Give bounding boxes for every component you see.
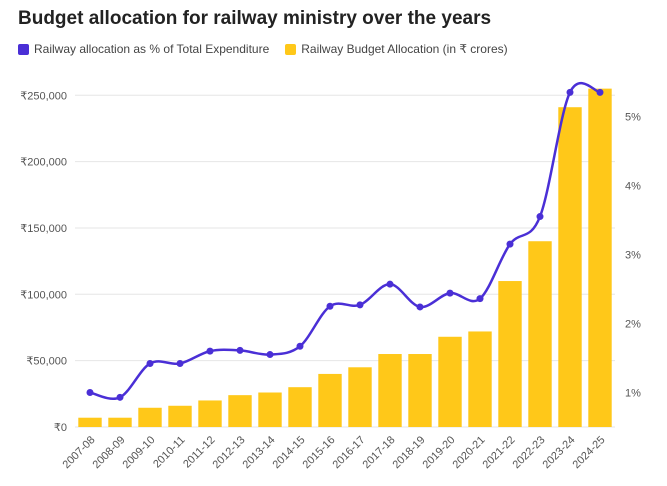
y-left-tick-label: ₹0: [54, 422, 67, 434]
line-point: [596, 88, 604, 96]
line-point: [506, 240, 514, 248]
bar: [408, 354, 432, 427]
y-left-tick-label: ₹50,000: [26, 356, 67, 368]
line-point: [476, 295, 484, 303]
line-point: [326, 302, 334, 310]
line-point: [176, 360, 184, 368]
line-point: [356, 301, 364, 309]
x-tick-label: 2020-21: [451, 434, 488, 471]
x-tick-label: 2024-25: [571, 434, 608, 471]
legend-label-bar: Railway Budget Allocation (in ₹ crores): [301, 42, 508, 56]
line-point: [386, 280, 394, 288]
line-point: [86, 389, 94, 396]
x-tick-label: 2017-18: [361, 434, 398, 471]
line-point: [536, 213, 544, 221]
legend-item-line: Railway allocation as % of Total Expendi…: [18, 42, 269, 56]
bar: [438, 336, 462, 427]
bar: [228, 395, 252, 427]
bar: [318, 373, 342, 427]
y-right-tick-label: 2%: [625, 319, 641, 331]
legend-swatch-line: [18, 43, 29, 55]
x-tick-label: 2012-13: [211, 434, 248, 471]
series-line: [89, 82, 601, 400]
bar: [528, 241, 552, 427]
legend-label-line: Railway allocation as % of Total Expendi…: [34, 42, 270, 56]
line-point: [416, 303, 424, 311]
x-tick-label: 2008-09: [91, 434, 128, 471]
line-point: [236, 346, 244, 354]
line-point: [206, 347, 214, 355]
x-tick-label: 2018-19: [391, 434, 428, 471]
legend-swatch-bar: [285, 43, 297, 55]
bar: [198, 400, 222, 427]
y-right-tick-label: 1%: [625, 388, 641, 400]
line-point: [146, 360, 154, 368]
y-left-tick-label: ₹100,000: [20, 289, 67, 301]
bar: [558, 107, 582, 427]
bar: [468, 331, 492, 427]
x-tick-label: 2021-22: [481, 434, 518, 471]
bar: [168, 405, 192, 427]
x-tick-label: 2023-24: [541, 434, 578, 471]
x-tick-label: 2016-17: [331, 434, 368, 471]
bar: [498, 281, 522, 427]
line-point: [446, 289, 454, 297]
bar: [78, 417, 102, 427]
y-right-tick-label: 5%: [625, 112, 641, 124]
bar: [588, 88, 612, 427]
chart-title: Budget allocation for railway ministry o…: [18, 8, 492, 29]
x-tick-label: 2015-16: [301, 434, 338, 471]
y-left-tick-label: ₹200,000: [20, 157, 67, 169]
line-point: [116, 393, 124, 401]
x-tick-label: 2009-10: [121, 434, 158, 471]
x-tick-label: 2010-11: [151, 434, 187, 470]
x-tick-label: 2007-08: [61, 434, 98, 471]
bar: [138, 407, 162, 427]
y-right-tick-label: 4%: [625, 181, 641, 193]
y-left-tick-label: ₹250,000: [20, 90, 67, 102]
legend: Railway allocation as % of Total Expendi…: [18, 42, 508, 56]
bar: [258, 392, 282, 427]
line-point: [566, 88, 574, 96]
bar: [378, 354, 402, 427]
line-point: [266, 351, 274, 359]
bar: [108, 417, 132, 427]
x-tick-label: 2022-23: [511, 434, 548, 471]
x-tick-label: 2019-20: [421, 434, 458, 471]
bar: [288, 387, 312, 427]
bar: [348, 367, 372, 427]
legend-item-bar: Railway Budget Allocation (in ₹ crores): [285, 42, 508, 56]
line-point: [296, 342, 304, 350]
x-tick-label: 2014-15: [271, 434, 308, 471]
x-tick-label: 2013-14: [241, 434, 278, 471]
y-right-tick-label: 3%: [625, 250, 641, 262]
y-left-tick-label: ₹150,000: [20, 223, 67, 235]
